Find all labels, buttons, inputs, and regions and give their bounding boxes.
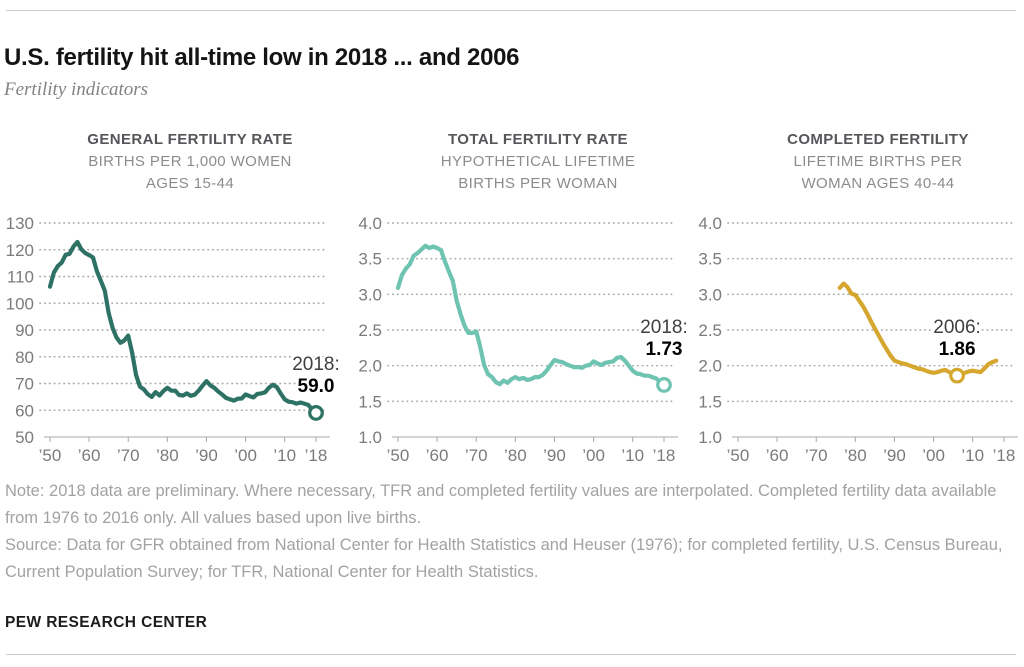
svg-text:2.0: 2.0: [358, 357, 382, 376]
svg-text:50: 50: [15, 428, 34, 447]
chart-subtitle-line: WOMAN AGES 40-44: [801, 175, 955, 192]
svg-text:’10: ’10: [961, 446, 984, 465]
svg-text:1.5: 1.5: [358, 392, 382, 411]
svg-text:’60: ’60: [426, 446, 449, 465]
svg-text:3.0: 3.0: [358, 285, 382, 304]
svg-text:’70: ’70: [117, 446, 140, 465]
svg-text:’80: ’80: [844, 446, 867, 465]
svg-text:2018:: 2018:: [292, 354, 340, 375]
svg-text:120: 120: [6, 241, 34, 260]
svg-text:’00: ’00: [922, 446, 945, 465]
svg-text:1.86: 1.86: [939, 339, 976, 360]
svg-text:2.0: 2.0: [698, 357, 722, 376]
svg-text:’80: ’80: [156, 446, 179, 465]
svg-text:100: 100: [6, 294, 34, 313]
svg-text:2006:: 2006:: [933, 317, 981, 338]
svg-text:1.5: 1.5: [698, 392, 722, 411]
svg-text:1.0: 1.0: [698, 428, 722, 447]
gfr-line-chart: 50 60 70 80 90 100 110 120 130 ’50 ’60 ’70 ’80 ’90 ’00…: [6, 214, 343, 465]
footnotes: Note: 2018 data are preliminary. Where n…: [5, 478, 1017, 586]
svg-text:’18: ’18: [653, 446, 676, 465]
svg-text:’70: ’70: [465, 446, 488, 465]
chart-header: COMPLETED FERTILITY LIFETIME BIRTHS PER …: [728, 129, 1024, 195]
svg-text:4.0: 4.0: [698, 214, 722, 233]
note-text: Note: 2018 data are preliminary. Where n…: [5, 482, 997, 527]
page-subtitle: Fertility indicators: [4, 79, 149, 100]
svg-text:’00: ’00: [234, 446, 257, 465]
svg-text:’90: ’90: [883, 446, 906, 465]
svg-text:70: 70: [15, 375, 34, 394]
chart-completed-fertility: COMPLETED FERTILITY LIFETIME BIRTHS PER …: [688, 125, 1024, 475]
svg-text:80: 80: [15, 348, 34, 367]
svg-text:’90: ’90: [195, 446, 218, 465]
chart-general-fertility-rate: GENERAL FERTILITY RATE BIRTHS PER 1,000 …: [0, 125, 343, 475]
svg-text:130: 130: [6, 214, 34, 233]
svg-text:’18: ’18: [305, 446, 328, 465]
svg-text:2.5: 2.5: [358, 321, 382, 340]
page-title: U.S. fertility hit all-time low in 2018 …: [4, 44, 520, 72]
svg-text:90: 90: [15, 321, 34, 340]
chart-subtitle-line: LIFETIME BIRTHS PER: [793, 153, 963, 170]
chart-subtitle-line: HYPOTHETICAL LIFETIME: [440, 153, 636, 170]
svg-text:1.0: 1.0: [358, 428, 382, 447]
chart-header: GENERAL FERTILITY RATE BIRTHS PER 1,000 …: [40, 129, 340, 195]
svg-text:’50: ’50: [39, 446, 62, 465]
chart-header: TOTAL FERTILITY RATE HYPOTHETICAL LIFETI…: [388, 129, 688, 195]
bottom-divider: [6, 654, 1016, 655]
svg-text:3.5: 3.5: [358, 250, 382, 269]
svg-text:’90: ’90: [543, 446, 566, 465]
svg-text:59.0: 59.0: [298, 376, 335, 397]
chart-title: COMPLETED FERTILITY: [787, 131, 969, 148]
source-text: Source: Data for GFR obtained from Natio…: [5, 536, 1003, 581]
svg-text:’10: ’10: [273, 446, 296, 465]
svg-text:’10: ’10: [621, 446, 644, 465]
completed-fertility-line-chart: 1.0 1.5 2.0 2.5 3.0 3.5 4.0 ’50 ’60 ’70 ’80 ’90 ’00 ’…: [698, 214, 1018, 465]
svg-text:’80: ’80: [504, 446, 527, 465]
chart-total-fertility-rate: TOTAL FERTILITY RATE HYPOTHETICAL LIFETI…: [348, 125, 690, 475]
svg-text:60: 60: [15, 401, 34, 420]
svg-text:’60: ’60: [78, 446, 101, 465]
chart-title: TOTAL FERTILITY RATE: [448, 131, 628, 148]
svg-text:110: 110: [7, 268, 34, 287]
svg-text:’50: ’50: [727, 446, 750, 465]
svg-text:2018:: 2018:: [640, 317, 688, 338]
svg-text:1.73: 1.73: [646, 339, 683, 360]
tfr-line-chart: 1.0 1.5 2.0 2.5 3.0 3.5 4.0 ’50 ’60 ’70 ’80 ’90 ’00 ’…: [358, 214, 690, 465]
chart-subtitle-line: BIRTHS PER WOMAN: [458, 175, 618, 192]
svg-text:2.5: 2.5: [698, 321, 722, 340]
svg-text:3.0: 3.0: [698, 285, 722, 304]
svg-text:’50: ’50: [387, 446, 410, 465]
svg-text:’70: ’70: [805, 446, 828, 465]
svg-text:’18: ’18: [993, 446, 1016, 465]
chart-subtitle-line: BIRTHS PER 1,000 WOMEN: [88, 153, 292, 170]
top-divider: [6, 10, 1016, 11]
chart-title: GENERAL FERTILITY RATE: [87, 131, 293, 148]
chart-subtitle-line: AGES 15-44: [145, 175, 235, 192]
svg-text:3.5: 3.5: [698, 250, 722, 269]
svg-text:4.0: 4.0: [358, 214, 382, 233]
pew-research-center-wordmark: PEW RESEARCH CENTER: [5, 614, 208, 631]
svg-text:’60: ’60: [766, 446, 789, 465]
svg-text:’00: ’00: [582, 446, 605, 465]
